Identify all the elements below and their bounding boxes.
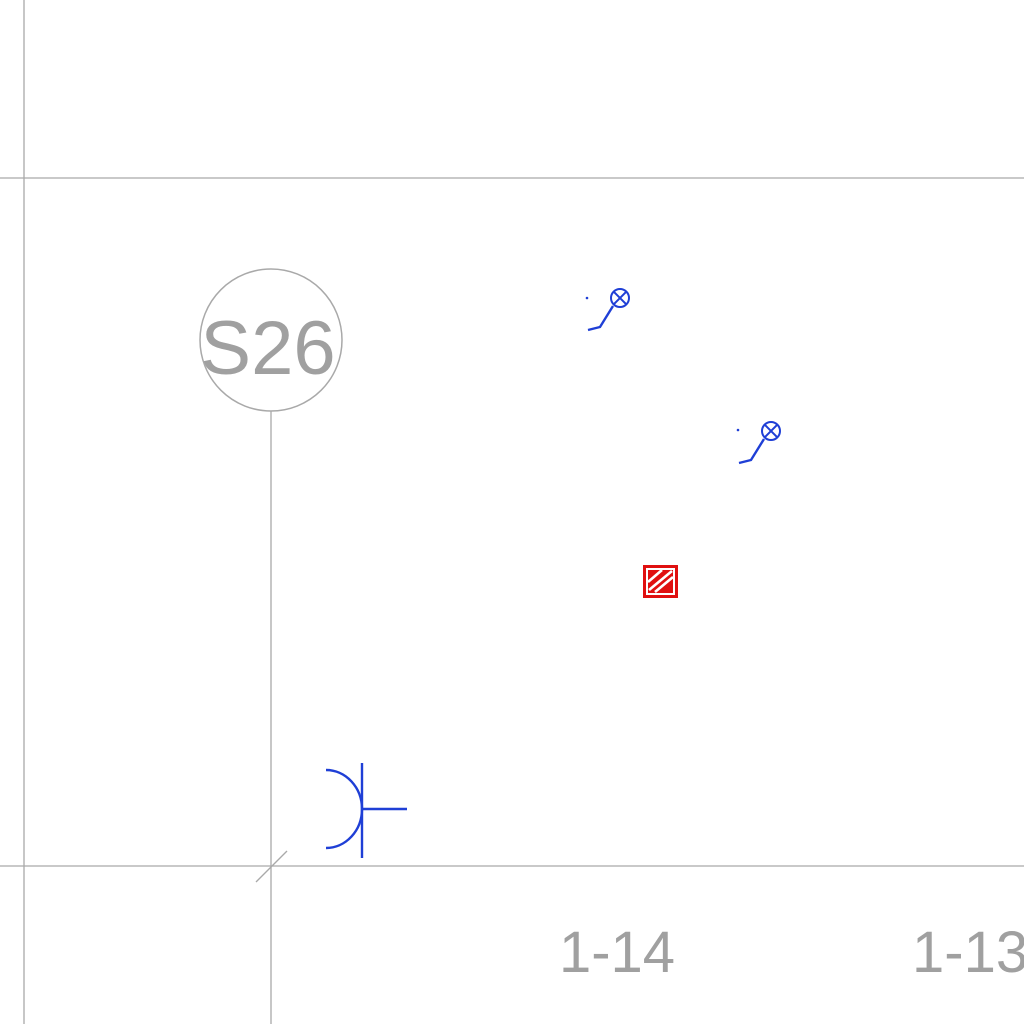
wall-light-lamp-circle [610, 288, 630, 308]
area-label-left: 1-14 [559, 920, 675, 985]
grid-bubble-circle [199, 268, 343, 412]
fire-alarm-panel-icon[interactable] [643, 565, 678, 598]
grid-intersection-tick [255, 850, 288, 883]
area-label-right: 1-13 [912, 920, 1024, 985]
grid-bubble[interactable]: S26 [199, 268, 343, 412]
wall-light-lamp-circle [761, 421, 781, 441]
grid-bubble-label: S26 [200, 306, 335, 391]
socket-outlet-icon[interactable] [325, 763, 407, 858]
wall-light-icon[interactable] [585, 288, 630, 332]
wall-light-icon[interactable] [736, 421, 781, 465]
socket-arc [325, 768, 364, 850]
